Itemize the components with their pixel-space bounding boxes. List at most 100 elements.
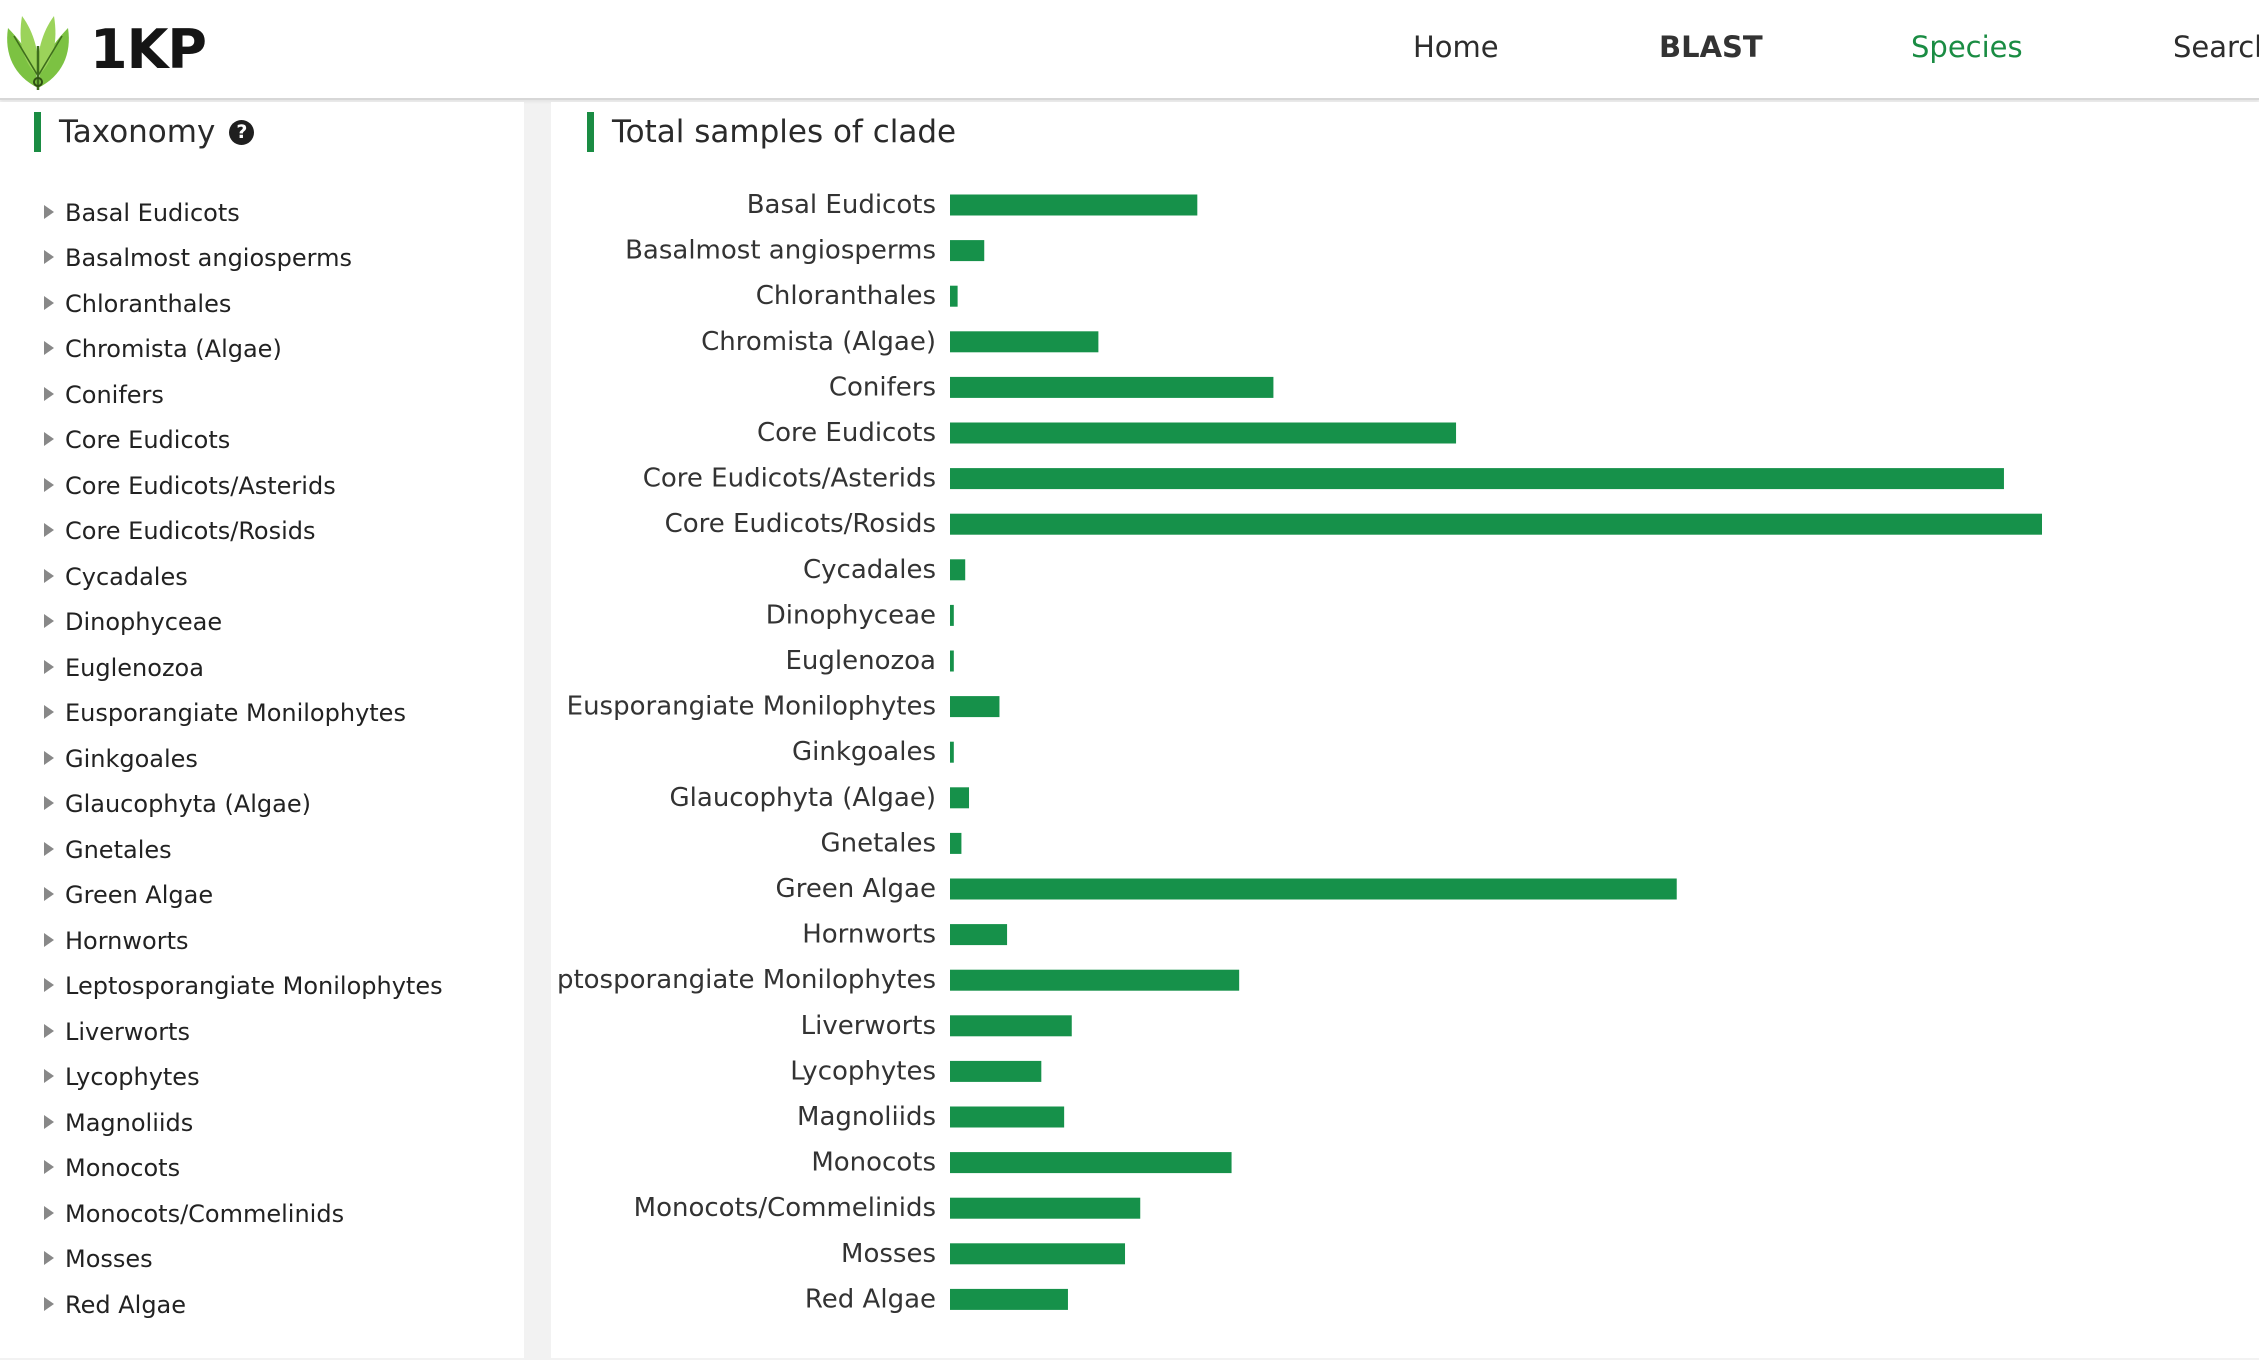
taxonomy-item[interactable]: Dinophyceae <box>44 600 443 646</box>
taxonomy-item[interactable]: Basal Eudicots <box>44 190 443 236</box>
taxonomy-item[interactable]: Core Eudicots/Asterids <box>44 463 443 509</box>
clade-bar[interactable] <box>950 559 966 581</box>
category-label: Gnetales <box>820 828 936 858</box>
caret-right-icon[interactable] <box>44 614 54 629</box>
taxonomy-item[interactable]: Basalmost angiosperms <box>44 236 443 282</box>
caret-right-icon[interactable] <box>44 250 54 265</box>
nav-home[interactable]: Home <box>1413 30 1499 64</box>
nav-species[interactable]: Species <box>1911 30 2023 64</box>
clade-bar[interactable] <box>950 741 954 763</box>
taxonomy-item[interactable]: Chromista (Algae) <box>44 327 443 373</box>
clade-bar[interactable] <box>950 650 954 672</box>
clade-bar[interactable] <box>950 422 1457 444</box>
taxonomy-item[interactable]: Monocots/Commelinids <box>44 1191 443 1237</box>
caret-right-icon[interactable] <box>44 523 54 538</box>
taxonomy-item[interactable]: Gnetales <box>44 827 443 873</box>
category-label: Core Eudicots/Rosids <box>665 509 936 539</box>
caret-right-icon[interactable] <box>44 796 54 811</box>
caret-right-icon[interactable] <box>44 1114 54 1129</box>
clade-bar[interactable] <box>950 1243 1126 1265</box>
clade-bar[interactable] <box>950 696 1000 718</box>
clade-bar[interactable] <box>950 1015 1072 1037</box>
caret-right-icon[interactable] <box>44 204 54 219</box>
taxonomy-item[interactable]: Red Algae <box>44 1282 443 1328</box>
taxonomy-item-label: Lycophytes <box>65 1063 200 1092</box>
caret-right-icon[interactable] <box>44 386 54 401</box>
caret-right-icon[interactable] <box>44 1023 54 1038</box>
category-label: Basal Eudicots <box>747 190 936 220</box>
clade-bar[interactable] <box>950 878 1677 900</box>
question-circle-icon[interactable]: ? <box>229 119 255 145</box>
caret-right-icon[interactable] <box>44 978 54 993</box>
taxonomy-item[interactable]: Hornworts <box>44 918 443 964</box>
clade-bar[interactable] <box>950 376 1274 398</box>
clade-bar[interactable] <box>950 194 1198 216</box>
taxonomy-item[interactable]: Monocots <box>44 1146 443 1192</box>
clade-bar[interactable] <box>950 832 962 854</box>
caret-right-icon[interactable] <box>44 659 54 674</box>
taxonomy-item[interactable]: Liverworts <box>44 1009 443 1055</box>
clade-bar[interactable] <box>950 331 1099 353</box>
clade-bar[interactable] <box>950 513 2042 535</box>
taxonomy-item[interactable]: Core Eudicots <box>44 418 443 464</box>
taxonomy-item[interactable]: Magnoliids <box>44 1100 443 1146</box>
taxonomy-item[interactable]: Lycophytes <box>44 1055 443 1101</box>
caret-right-icon[interactable] <box>44 1160 54 1175</box>
taxonomy-item[interactable]: Euglenozoa <box>44 645 443 691</box>
category-label: Monocots <box>811 1148 936 1178</box>
caret-right-icon[interactable] <box>44 1205 54 1220</box>
clade-bar[interactable] <box>950 969 1240 991</box>
taxonomy-sidebar: Taxonomy ? Basal Eudicots Basalmost angio… <box>0 102 524 1358</box>
clade-bar[interactable] <box>950 924 1008 946</box>
clade-bar[interactable] <box>950 1106 1065 1128</box>
category-label: Dinophyceae <box>766 600 936 630</box>
caret-right-icon[interactable] <box>44 1251 54 1266</box>
taxonomy-item-label: Red Algae <box>65 1290 187 1319</box>
taxonomy-tree: Basal Eudicots Basalmost angiosperms Chlor… <box>44 190 443 1328</box>
caret-right-icon[interactable] <box>44 750 54 765</box>
taxonomy-item[interactable]: Green Algae <box>44 873 443 919</box>
taxonomy-item[interactable]: Mosses <box>44 1237 443 1283</box>
category-label: Green Algae <box>776 874 936 904</box>
clade-bar[interactable] <box>950 1060 1042 1082</box>
heading-accent-bar <box>34 112 41 152</box>
taxonomy-item[interactable]: Chloranthales <box>44 281 443 327</box>
taxonomy-item[interactable]: Core Eudicots/Rosids <box>44 509 443 555</box>
caret-right-icon[interactable] <box>44 932 54 947</box>
taxonomy-item[interactable]: Conifers <box>44 372 443 418</box>
taxonomy-item[interactable]: Ginkgoales <box>44 736 443 782</box>
taxonomy-item-label: Euglenozoa <box>65 653 204 682</box>
taxonomy-item[interactable]: Eusporangiate Monilophytes <box>44 691 443 737</box>
caret-right-icon[interactable] <box>44 887 54 902</box>
clade-bar[interactable] <box>950 787 970 809</box>
caret-right-icon[interactable] <box>44 295 54 310</box>
caret-right-icon[interactable] <box>44 841 54 856</box>
clade-bar[interactable] <box>950 285 958 307</box>
caret-right-icon[interactable] <box>44 432 54 447</box>
taxonomy-item[interactable]: Leptosporangiate Monilophytes <box>44 964 443 1010</box>
clade-bar[interactable] <box>950 468 2004 490</box>
category-label: Core Eudicots <box>757 418 936 448</box>
caret-right-icon[interactable] <box>44 477 54 492</box>
clade-bar[interactable] <box>950 1288 1068 1310</box>
taxonomy-item-label: Ginkgoales <box>65 744 198 773</box>
clade-bar[interactable] <box>950 240 985 262</box>
logo[interactable]: 1KP <box>0 6 207 92</box>
category-label: Monocots/Commelinids <box>634 1193 936 1223</box>
clade-bar[interactable] <box>950 1197 1141 1219</box>
caret-right-icon[interactable] <box>44 568 54 583</box>
category-label: Cycadales <box>803 555 936 585</box>
category-label: ptosporangiate Monilophytes <box>557 965 936 995</box>
caret-right-icon[interactable] <box>44 1296 54 1311</box>
nav-search[interactable]: Search <box>2173 30 2259 64</box>
caret-right-icon[interactable] <box>44 705 54 720</box>
category-label: Glaucophyta (Algae) <box>670 783 936 813</box>
taxonomy-item-label: Hornworts <box>65 926 189 955</box>
nav-blast[interactable]: BLAST <box>1659 30 1763 64</box>
caret-right-icon[interactable] <box>44 1069 54 1084</box>
clade-bar[interactable] <box>950 1152 1232 1174</box>
taxonomy-item[interactable]: Glaucophyta (Algae) <box>44 782 443 828</box>
caret-right-icon[interactable] <box>44 341 54 356</box>
clade-bar[interactable] <box>950 604 954 626</box>
taxonomy-item[interactable]: Cycadales <box>44 554 443 600</box>
